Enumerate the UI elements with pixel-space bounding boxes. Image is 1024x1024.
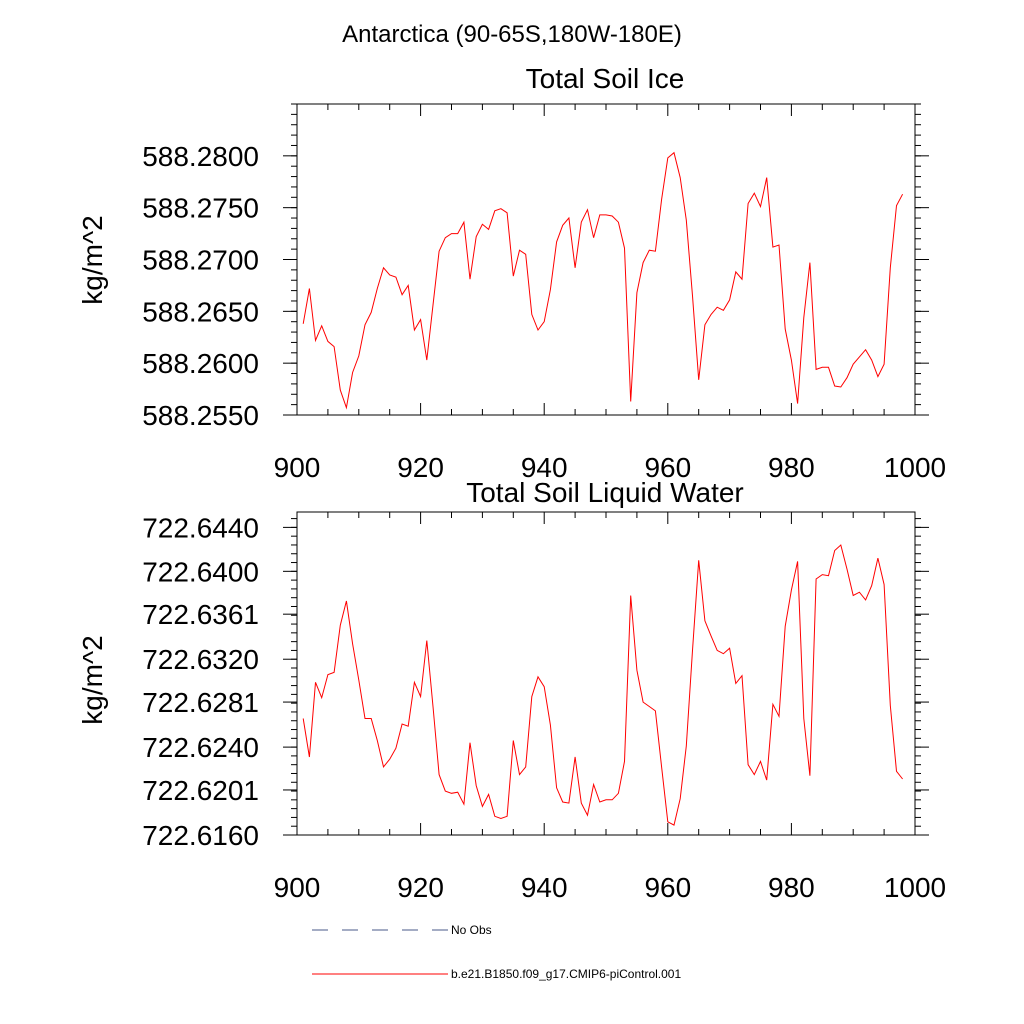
soil-ice-ylabel: kg/m^2 bbox=[77, 215, 108, 304]
x-tick-label: 980 bbox=[768, 872, 815, 903]
soil-liquid-water-title: Total Soil Liquid Water bbox=[466, 477, 744, 508]
x-tick-label: 900 bbox=[274, 872, 321, 903]
y-tick-label: 722.6160 bbox=[142, 820, 259, 851]
series-line-0 bbox=[302, 151, 904, 410]
x-tick-label: 920 bbox=[397, 452, 444, 483]
y-tick-label: 588.2700 bbox=[142, 245, 259, 276]
soil-liquid-water-panel: Total Soil Liquid Water kg/m^2 900 920 940… bbox=[77, 477, 946, 903]
x-tick-label: 980 bbox=[768, 452, 815, 483]
x-tick-label: 900 bbox=[274, 452, 321, 483]
region-title: Antarctica (90-65S,180W-180E) bbox=[342, 21, 682, 48]
y-tick-label: 588.2550 bbox=[142, 400, 259, 431]
x-tick-label: 940 bbox=[521, 872, 568, 903]
soil-liquid-water-ylabel: kg/m^2 bbox=[77, 635, 108, 724]
y-tick-label: 722.6400 bbox=[142, 556, 259, 587]
legend-label-control-run: b.e21.B1850.f09_g17.CMIP6-piControl.001 bbox=[451, 967, 681, 981]
series-line-0 bbox=[302, 544, 903, 826]
y-tick-label: 722.6440 bbox=[142, 512, 259, 543]
y-tick-label: 722.6361 bbox=[142, 599, 259, 630]
legend: No Obs b.e21.B1850.f09_g17.CMIP6-piContr… bbox=[312, 923, 681, 981]
x-tick-label: 1000 bbox=[884, 452, 946, 483]
y-tick-label: 588.2650 bbox=[142, 296, 259, 327]
y-tick-label: 722.6281 bbox=[142, 687, 259, 718]
soil-ice-panel: Total Soil Ice kg/m^2 900 920 940 960 980 100… bbox=[77, 63, 946, 483]
y-tick-label: 588.2600 bbox=[142, 348, 259, 379]
x-tick-label: 960 bbox=[644, 872, 691, 903]
x-tick-label: 940 bbox=[521, 452, 568, 483]
y-tick-label: 588.2800 bbox=[142, 141, 259, 172]
legend-label-no-obs: No Obs bbox=[451, 923, 492, 937]
x-tick-label: 1000 bbox=[884, 872, 946, 903]
y-tick-label: 588.2750 bbox=[142, 193, 259, 224]
y-tick-label: 722.6240 bbox=[142, 732, 259, 763]
plot-frame bbox=[296, 511, 916, 836]
x-tick-label: 920 bbox=[397, 872, 444, 903]
soil-ice-title: Total Soil Ice bbox=[526, 63, 685, 94]
y-tick-label: 722.6320 bbox=[142, 644, 259, 675]
y-tick-label: 722.6201 bbox=[142, 775, 259, 806]
plot-frame bbox=[296, 103, 916, 416]
x-tick-label: 960 bbox=[644, 452, 691, 483]
